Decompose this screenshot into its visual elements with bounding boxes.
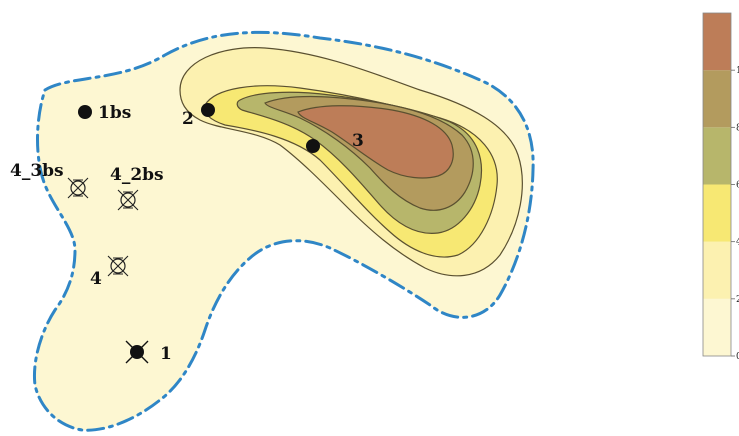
well-label-1bs: 1bs xyxy=(98,103,131,123)
well-4_2bs: 4_2bs xyxy=(110,165,164,211)
well-label-4: 4 xyxy=(90,269,102,289)
well-3: 3 xyxy=(306,131,364,153)
well-4: 4 xyxy=(90,255,129,289)
well-label-2: 2 xyxy=(182,109,194,129)
legend-class-8-10 xyxy=(703,70,731,128)
well-label-1: 1 xyxy=(160,344,172,364)
abandoned-well-icon xyxy=(107,255,129,277)
legend-class-0-2 xyxy=(703,298,731,356)
legend-tick-label-0: 0 xyxy=(736,352,739,362)
legend-class-6-8 xyxy=(703,127,731,185)
legend-tick-label-8: 8 xyxy=(736,123,739,133)
legend-class-4-6 xyxy=(703,184,731,242)
injector-well-icon xyxy=(125,340,149,364)
legend-class-10-12 xyxy=(703,13,731,71)
reservoir-boundary xyxy=(32,30,535,432)
legend-class-2-4 xyxy=(703,241,731,299)
well-label-4_2bs: 4_2bs xyxy=(110,165,164,185)
well-label-3: 3 xyxy=(352,131,364,151)
legend-tick-label-10: 10 xyxy=(736,66,739,76)
legend-tick-label-4: 4 xyxy=(736,238,739,248)
producer-dot-icon xyxy=(201,103,215,117)
abandoned-well-icon xyxy=(117,189,139,211)
well-4_3bs: 4_3bs xyxy=(10,161,89,199)
abandoned-well-icon xyxy=(67,177,89,199)
well-2: 2 xyxy=(182,103,215,129)
well-label-4_3bs: 4_3bs xyxy=(10,161,64,181)
well-1: 1 xyxy=(125,340,172,364)
legend-tick-label-6: 6 xyxy=(736,181,739,191)
legend-colorbar: 0 2 4 6 8 10 xyxy=(702,12,739,362)
contour-10 xyxy=(297,105,454,179)
producer-dot-icon xyxy=(306,139,320,153)
well-1bs: 1bs xyxy=(78,103,131,123)
legend-tick-label-2: 2 xyxy=(736,295,739,305)
producer-dot-icon xyxy=(78,105,92,119)
